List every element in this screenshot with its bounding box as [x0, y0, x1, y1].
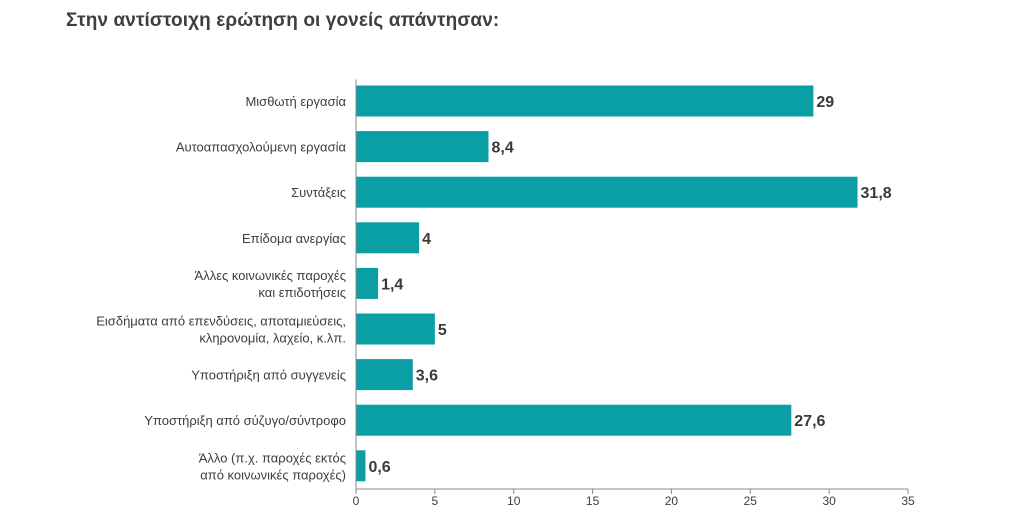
x-tick-label: 0 — [353, 494, 360, 508]
category-label: Εισδήματα από επενδύσεις, αποταμιεύσεις, — [96, 314, 346, 329]
x-tick-label: 20 — [665, 494, 679, 508]
x-tick-label: 10 — [507, 494, 521, 508]
category-label: Επίδομα ανεργίας — [242, 231, 346, 246]
bar — [356, 450, 366, 482]
bar — [356, 222, 420, 254]
category-label: κληρονομία, λαχείο, κ.λπ. — [199, 331, 346, 346]
bar-value-label: 31,8 — [861, 185, 892, 202]
bar — [356, 359, 413, 391]
bar-value-label: 3,6 — [416, 368, 438, 385]
x-tick-label: 35 — [901, 494, 915, 508]
bar — [356, 313, 435, 345]
bar — [356, 267, 379, 299]
x-tick-label: 30 — [822, 494, 836, 508]
bar-value-label: 0,6 — [368, 459, 390, 476]
category-label: και επιδοτήσεις — [258, 285, 346, 300]
category-label: Υποστήριξη από συγγενείς — [191, 368, 346, 383]
bar-value-label: 27,6 — [794, 413, 825, 430]
category-label: Μισθωτή εργασία — [245, 94, 346, 109]
bar — [356, 404, 792, 436]
bar — [356, 131, 489, 163]
bar-value-label: 4 — [422, 231, 431, 248]
category-label: Άλλο (π.χ. παροχές εκτός — [199, 450, 346, 465]
bar-value-label: 29 — [816, 94, 834, 111]
chart-title: Στην αντίστοιχη ερώτηση οι γονείς απάντη… — [66, 10, 500, 31]
category-label: Συντάξεις — [291, 185, 346, 200]
bar — [356, 176, 858, 208]
category-label: Υποστήριξη από σύζυγο/σύντροφο — [144, 413, 346, 428]
x-tick-label: 25 — [744, 494, 758, 508]
bar-value-label: 5 — [438, 322, 447, 339]
category-label: Άλλες κοινωνικές παροχές — [195, 268, 346, 283]
bar-value-label: 1,4 — [381, 276, 403, 293]
bar — [356, 85, 814, 117]
x-tick-label: 15 — [586, 494, 600, 508]
bar-value-label: 8,4 — [491, 140, 513, 157]
category-label: από κοινωνικές παροχές) — [200, 467, 346, 482]
category-label: Αυτοαπασχολούμενη εργασία — [176, 140, 347, 155]
x-tick-label: 5 — [432, 494, 439, 508]
